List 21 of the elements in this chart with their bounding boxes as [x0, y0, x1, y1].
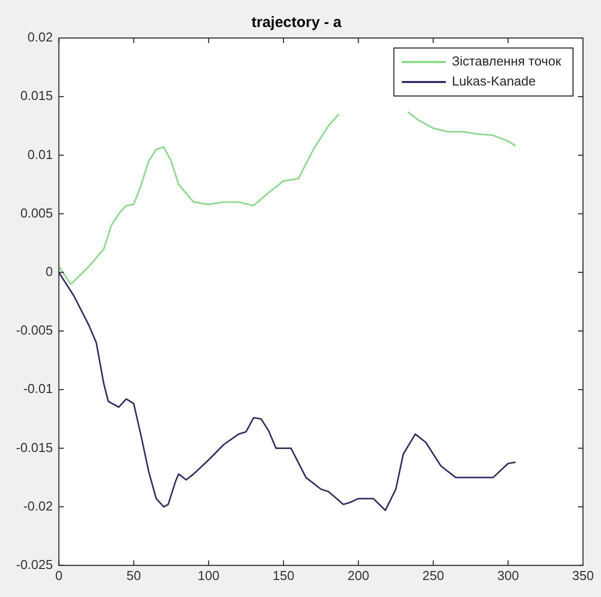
x-tick-label: 200: [348, 568, 370, 583]
y-tick-label: -0.015: [16, 440, 53, 455]
y-tick-label: -0.01: [23, 381, 53, 396]
chart-title: trajectory - a: [251, 14, 342, 32]
x-tick-label: 250: [422, 568, 444, 583]
y-tick-label: -0.005: [16, 322, 53, 338]
y-tick-label: 0.02: [28, 30, 53, 45]
x-tick-label: 100: [198, 568, 220, 583]
legend-label: Lukas-Kanade: [452, 74, 536, 89]
legend-label: Зіставлення точок: [452, 54, 562, 69]
x-tick-label: 150: [272, 568, 294, 583]
x-tick-label: 350: [572, 568, 594, 583]
y-tick-label: -0.025: [16, 556, 53, 572]
y-tick-label: -0.02: [23, 498, 53, 514]
x-tick-label: 0: [55, 568, 62, 583]
x-tick-label: 300: [497, 568, 519, 583]
y-tick-label: 0.005: [20, 205, 53, 220]
y-tick-label: 0.01: [28, 146, 53, 162]
y-tick-label: 0: [46, 264, 53, 279]
y-tick-label: 0.015: [20, 88, 53, 104]
x-tick-label: 50: [126, 568, 141, 583]
